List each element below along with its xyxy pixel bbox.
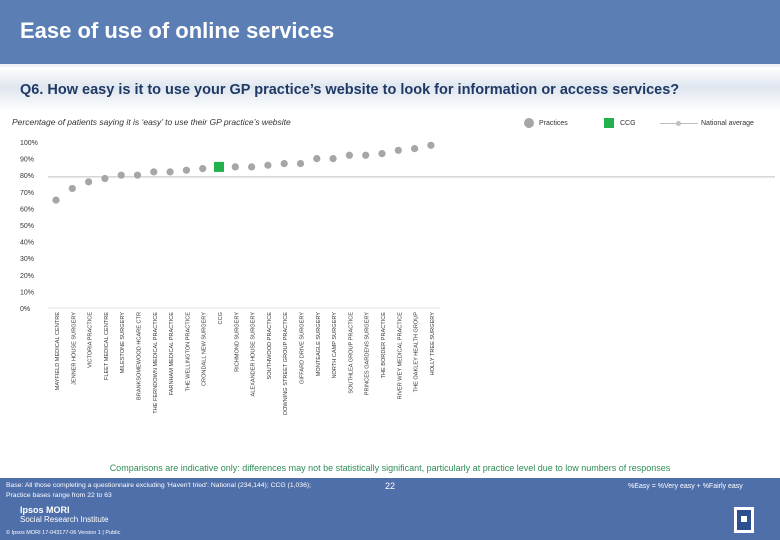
practice-point	[394, 146, 402, 154]
copyright-text: © Ipsos MORI 17-043177-06 Version 1 | Pu…	[6, 530, 121, 536]
footer-bar	[0, 478, 780, 540]
x-category-label: HOLLY TREE SURGERY	[430, 312, 436, 376]
practice-point	[52, 196, 60, 204]
logo-brand: Ipsos MORI	[20, 505, 70, 515]
x-category-label: MILESTONE SURGERY	[120, 312, 126, 374]
comparison-note: Comparisons are indicative only: differe…	[109, 463, 671, 473]
y-tick-label: 80%	[20, 173, 34, 180]
base-line-1: Base: All those completing a questionnai…	[6, 482, 312, 489]
x-category-label: NORTH CAMP SURGERY	[332, 312, 338, 379]
y-tick-label: 40%	[20, 240, 34, 247]
x-category-label: BRANKSOMEWOOD HCARE CTR	[137, 312, 143, 400]
x-category-label: FLEET MEDICAL CENTRE	[104, 312, 110, 380]
practice-point	[150, 168, 158, 176]
ipsos-logo-icon	[734, 507, 754, 533]
y-tick-label: 90%	[20, 157, 34, 164]
x-category-label: CCG	[218, 312, 224, 324]
x-category-label: GIFFARD DRIVE SURGERY	[300, 312, 306, 384]
practice-point	[101, 174, 109, 183]
legend-practices-label: Practices	[539, 120, 568, 127]
legend-ccg-label: CCG	[620, 120, 636, 127]
practice-point	[248, 163, 256, 171]
practice-point	[117, 171, 125, 179]
x-category-label: MAYFIELD MEDICAL CENTRE	[55, 312, 61, 391]
y-tick-label: 60%	[20, 206, 34, 213]
y-tick-label: 100%	[20, 140, 38, 147]
x-category-label: MONTEAGLE SURGERY	[316, 312, 322, 377]
ipsos-mori-logo: Ipsos MORI Social Research Institute	[20, 505, 109, 525]
chart-subtitle: Percentage of patients saying it is ‘eas…	[12, 117, 291, 127]
y-tick-label: 20%	[20, 273, 34, 280]
base-line-2: Practice bases range from 22 to 63	[6, 492, 112, 499]
x-category-label: THE OAKLEY HEALTH GROUP	[414, 312, 420, 393]
question-text: Q6. How easy is it to use your GP practi…	[20, 82, 680, 98]
x-category-label: SOUTHLEA GROUP PRACTICE	[348, 312, 354, 394]
practice-point	[133, 171, 142, 179]
header-bar	[0, 0, 780, 64]
question-band	[0, 64, 780, 112]
practice-point	[68, 184, 76, 193]
x-category-label: THE BORDER PRACTICE	[381, 312, 387, 379]
page-title: Ease of use of online services	[20, 18, 335, 43]
x-category-label: ALEXANDER HOUSE SURGERY	[251, 312, 257, 397]
y-tick-label: 10%	[20, 289, 34, 296]
practice-point	[362, 151, 370, 159]
y-tick-label: 50%	[20, 223, 34, 230]
x-category-label: VICTORIA PRACTICE	[88, 312, 94, 368]
y-tick-label: 30%	[20, 256, 34, 263]
x-category-label: PRINCES GARDENS SURGERY	[365, 312, 371, 395]
x-category-label: THE WELLINGTON PRACTICE	[185, 312, 191, 392]
legend-ccg-marker	[604, 118, 614, 128]
practice-point	[427, 141, 435, 149]
practice-point	[345, 151, 353, 159]
legend-practices-marker	[524, 118, 534, 128]
easy-definition: %Easy = %Very easy + %Fairly easy	[628, 483, 743, 490]
practice-point	[182, 166, 190, 174]
practice-point	[199, 164, 207, 173]
x-category-label: DOWNING STREET GROUP PRACTICE	[283, 312, 289, 415]
x-category-label: SOUTHWOOD PRACTICE	[267, 312, 273, 380]
x-category-label: THE FERNDOWN MEDICAL PRACTICE	[153, 312, 159, 414]
practice-point	[411, 145, 419, 153]
ccg-point	[214, 161, 224, 172]
practice-point	[231, 163, 239, 171]
practice-point	[329, 155, 337, 163]
base-text: Base: All those completing a questionnai…	[6, 481, 311, 501]
x-category-label: FARNHAM MEDICAL PRACTICE	[169, 312, 175, 396]
practice-point	[280, 159, 288, 168]
page-number: 22	[384, 481, 395, 491]
practice-point	[296, 159, 305, 168]
scatter-chart: 0% 10% 20% 30% 40% 50% 60% 70% 80% 90% 100% MAYFIEL…	[20, 140, 775, 415]
practice-point	[264, 161, 272, 169]
x-category-label: RICHMOND SURGERY	[234, 312, 240, 372]
practice-point	[85, 178, 93, 186]
practice-point	[166, 168, 174, 176]
x-category-label: JENNER HOUSE SURGERY	[71, 312, 77, 385]
y-tick-label: 0%	[20, 306, 30, 313]
x-category-label: RIVER WEY MEDICAL PRACTICE	[397, 312, 403, 400]
legend-national-marker	[676, 121, 681, 126]
x-category-label: CRONDALL NEW SURGERY	[202, 312, 208, 386]
practice-point	[313, 155, 321, 163]
logo-subtitle: Social Research Institute	[20, 515, 109, 524]
y-tick-label: 70%	[20, 190, 34, 197]
practice-point	[378, 150, 386, 158]
legend-national-label: National average	[701, 120, 754, 127]
